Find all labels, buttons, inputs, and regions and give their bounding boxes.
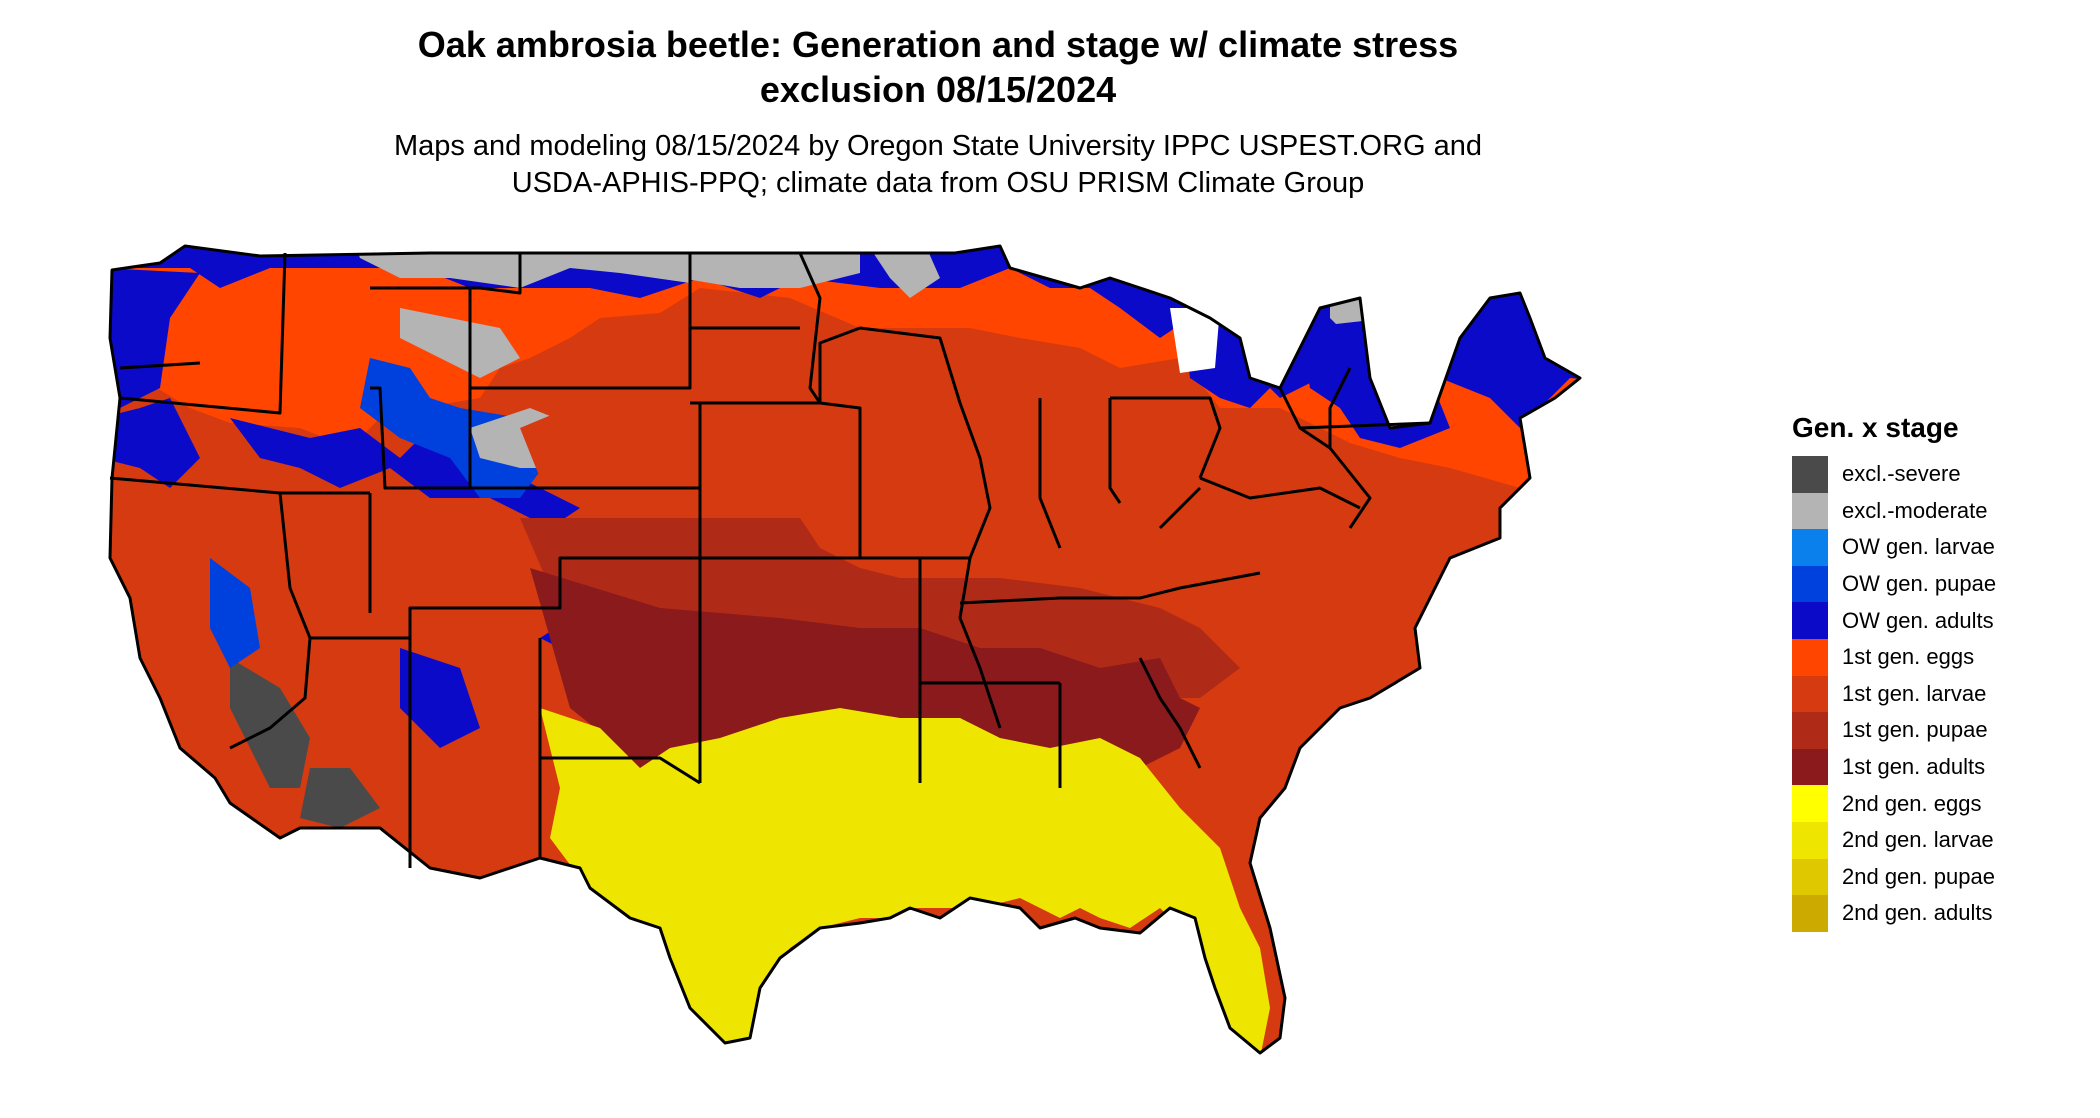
legend-item: 1st gen. adults — [1792, 748, 1996, 786]
legend-label: 1st gen. larvae — [1842, 680, 1987, 706]
legend-items: excl.-severe excl.-moderate OW gen. larvae… — [1792, 456, 1996, 932]
title-line-2: exclusion 08/15/2024 — [759, 69, 1117, 110]
legend-swatch — [1792, 895, 1828, 932]
legend-item: 2nd gen. larvae — [1792, 821, 1996, 859]
legend-title: Gen. x stage — [1792, 412, 1959, 443]
legend-swatch — [1792, 529, 1828, 566]
legend-label: OW gen. adults — [1842, 607, 1994, 633]
map-subtitle: Maps and modeling 08/15/2024 by Oregon S… — [0, 128, 1876, 202]
subtitle-line-1: Maps and modeling 08/15/2024 by Oregon S… — [393, 130, 1483, 162]
legend-swatch — [1792, 565, 1828, 603]
legend-item: 2nd gen. pupae — [1792, 858, 1996, 896]
map-title: Oak ambrosia beetle: Generation and stag… — [0, 22, 1876, 112]
legend-swatch — [1792, 712, 1828, 749]
legend-item: 1st gen. larvae — [1792, 675, 1996, 713]
us-map — [108, 244, 1582, 1055]
legend-label: 2nd gen. eggs — [1842, 790, 1982, 816]
map-fill — [110, 246, 1580, 1053]
legend-item: excl.-severe — [1792, 456, 1996, 493]
state-borders — [108, 244, 1582, 1055]
legend-label: excl.-moderate — [1842, 497, 1988, 523]
legend-label: 1st gen. eggs — [1842, 644, 1975, 670]
legend-label: 2nd gen. adults — [1842, 900, 1993, 926]
legend-swatch — [1792, 821, 1828, 859]
legend-swatch — [1792, 456, 1828, 493]
legend-label: 1st gen. adults — [1842, 754, 1986, 780]
legend-swatch — [1792, 748, 1828, 786]
legend-swatch — [1792, 492, 1828, 530]
legend-item: OW gen. pupae — [1792, 565, 1997, 603]
legend-swatch — [1792, 785, 1828, 822]
legend-item: excl.-moderate — [1792, 492, 1996, 530]
legend-label: excl.-severe — [1842, 461, 1961, 487]
legend-label: 2nd gen. larvae — [1842, 827, 1994, 853]
legend-item: 2nd gen. adults — [1792, 895, 1996, 932]
title-line-1: Oak ambrosia beetle: Generation and stag… — [417, 24, 1459, 65]
legend-swatch — [1792, 638, 1828, 676]
legend-label: 2nd gen. pupae — [1842, 863, 1995, 889]
legend: Gen. x stage excl.-severe excl.-moderate O… — [1792, 412, 1996, 932]
legend-item: 1st gen. eggs — [1792, 638, 1996, 676]
legend-item: OW gen. adults — [1792, 602, 1996, 639]
legend-swatch — [1792, 602, 1828, 639]
legend-swatch — [1792, 858, 1828, 896]
legend-item: OW gen. larvae — [1792, 529, 1996, 566]
subtitle-line-2: USDA-APHIS-PPQ; climate data from OSU PR… — [511, 167, 1365, 199]
legend-label: OW gen. larvae — [1842, 534, 1995, 560]
legend-item: 2nd gen. eggs — [1792, 785, 1996, 822]
legend-item: 1st gen. pupae — [1792, 712, 1996, 749]
legend-label: OW gen. pupae — [1842, 571, 1997, 597]
legend-label: 1st gen. pupae — [1842, 717, 1988, 743]
legend-swatch — [1792, 675, 1828, 713]
